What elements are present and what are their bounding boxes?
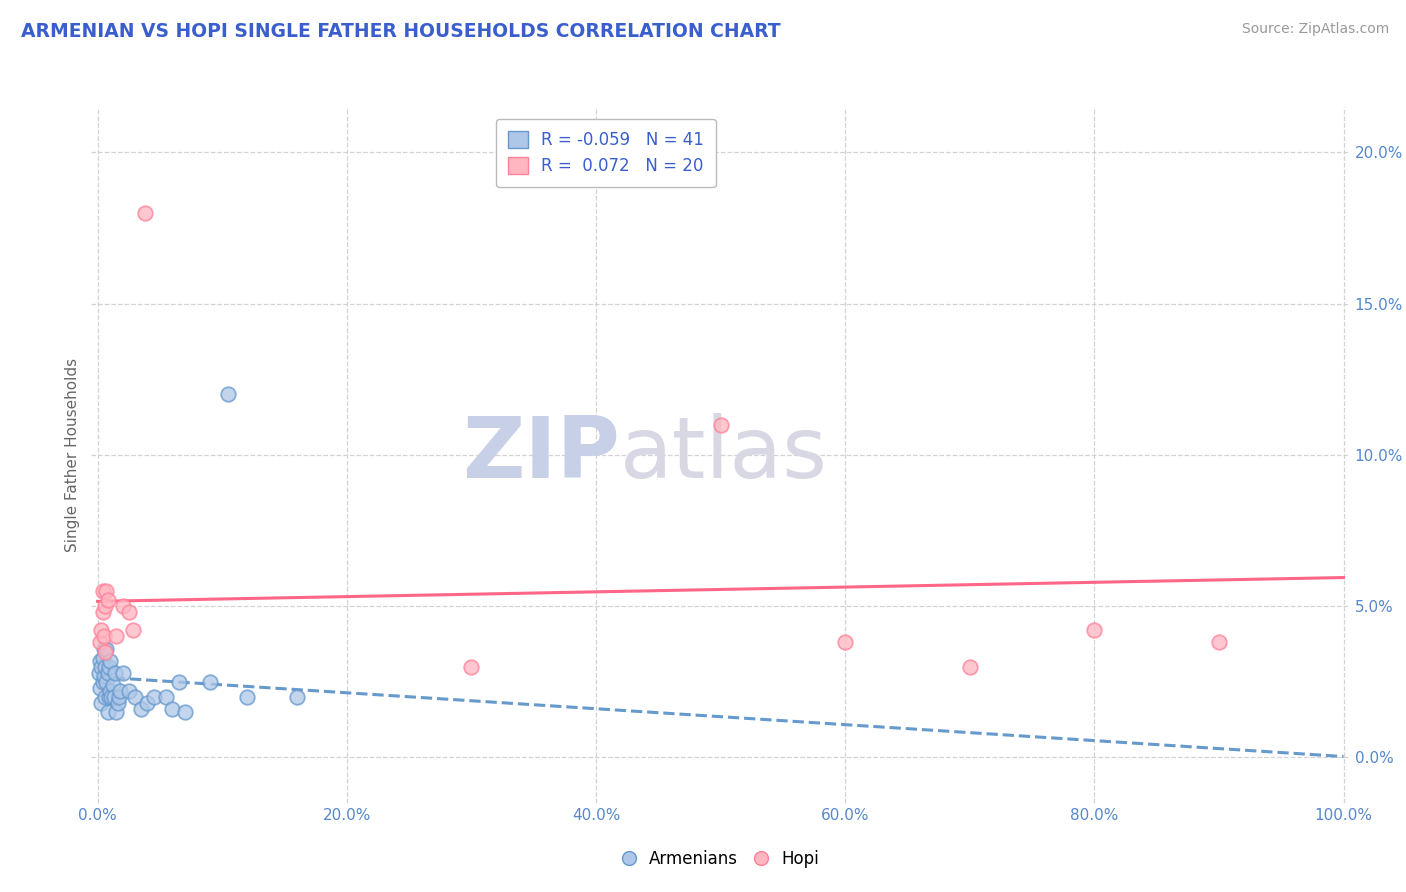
Point [460, 659, 482, 673]
Text: Source: ZipAtlas.com: Source: ZipAtlas.com [1241, 22, 1389, 37]
Text: ZIP: ZIP [463, 413, 620, 497]
Point [121, 624, 143, 638]
Point [155, 690, 177, 704]
Point [94, 644, 117, 658]
Point [107, 690, 129, 704]
Point [710, 417, 733, 432]
Point [173, 705, 195, 719]
Point [96, 641, 118, 656]
Point [94, 659, 117, 673]
Point [285, 690, 308, 704]
Point [97, 593, 120, 607]
Point [118, 605, 141, 619]
Point [142, 690, 165, 704]
Point [97, 659, 120, 673]
Point [97, 705, 120, 719]
Point [96, 674, 118, 689]
Point [1083, 624, 1105, 638]
Point [198, 674, 221, 689]
Point [87, 665, 110, 680]
Point [167, 674, 190, 689]
Point [98, 684, 121, 698]
Point [105, 629, 128, 643]
Point [162, 702, 184, 716]
Text: ARMENIAN VS HOPI SINGLE FATHER HOUSEHOLDS CORRELATION CHART: ARMENIAN VS HOPI SINGLE FATHER HOUSEHOLD… [21, 22, 780, 41]
Text: atlas: atlas [620, 413, 828, 497]
Point [96, 584, 118, 599]
Point [97, 665, 120, 680]
Point [89, 635, 111, 649]
Point [111, 599, 134, 614]
Point [90, 624, 112, 638]
Point [129, 702, 152, 716]
Point [108, 684, 131, 698]
Point [104, 665, 127, 680]
Y-axis label: Single Father Households: Single Father Households [65, 358, 80, 552]
Point [89, 681, 111, 695]
Point [93, 669, 115, 683]
Point [97, 690, 120, 704]
Point [98, 654, 121, 668]
Point [90, 696, 112, 710]
Point [105, 705, 128, 719]
Point [107, 696, 129, 710]
Point [217, 387, 239, 401]
Point [1208, 635, 1230, 649]
Point [101, 678, 124, 692]
Point [136, 696, 159, 710]
Point [89, 654, 111, 668]
Point [91, 650, 114, 665]
Point [94, 690, 117, 704]
Point [100, 690, 122, 704]
Point [91, 674, 114, 689]
Point [959, 659, 981, 673]
Point [236, 690, 259, 704]
Point [93, 641, 115, 656]
Point [103, 690, 125, 704]
Point [93, 629, 115, 643]
Point [91, 605, 114, 619]
Legend: Armenians, Hopi: Armenians, Hopi [616, 843, 825, 874]
Point [834, 635, 856, 649]
Point [134, 206, 156, 220]
Point [90, 659, 112, 673]
Point [124, 690, 146, 704]
Point [111, 665, 134, 680]
Point [91, 584, 114, 599]
Point [94, 599, 117, 614]
Point [118, 684, 141, 698]
